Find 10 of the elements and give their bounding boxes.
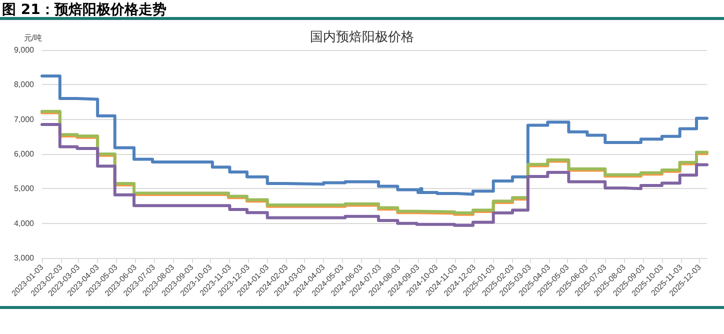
y-tick-label: 6,000 bbox=[14, 150, 35, 158]
y-tick-label: 4,000 bbox=[14, 218, 35, 228]
y-tick-label: 8,000 bbox=[14, 80, 35, 90]
y-tick-label: 5,000 bbox=[14, 184, 35, 194]
chart-subtitle: 国内预焙阳极价格 bbox=[310, 30, 414, 45]
y-tick-label: 9,000 bbox=[14, 46, 35, 54]
y-tick-label: 7,000 bbox=[14, 114, 35, 124]
y-tick-label: 3,000 bbox=[14, 254, 35, 262]
y-axis-title: 元/吨 bbox=[24, 34, 42, 42]
chart-title: 图 21：预焙阳极价格走势 bbox=[0, 0, 724, 20]
